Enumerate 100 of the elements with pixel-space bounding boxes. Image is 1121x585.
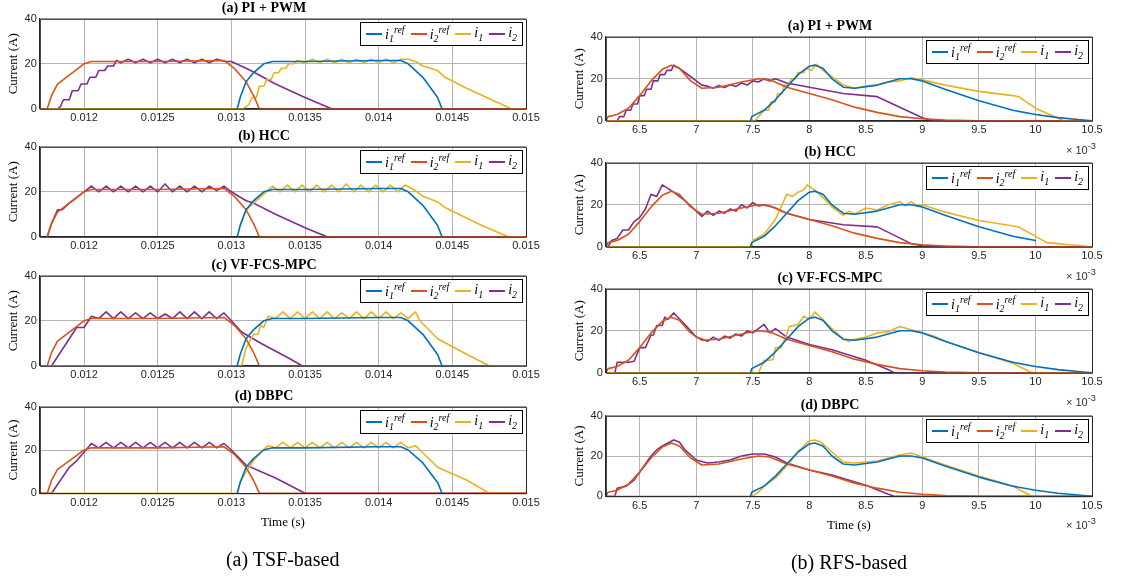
y-tick-label: 40	[24, 399, 37, 412]
x-tick-label: 0.012	[70, 111, 98, 124]
legend-label: i$_{2}$	[1074, 169, 1084, 187]
x-tick-label: 8	[806, 375, 813, 388]
legend-label: i$_{2}$	[508, 282, 518, 300]
chart-title: (c) VF-FCS-MPC	[211, 257, 317, 274]
text: × 10$^{-3}$	[1066, 140, 1096, 156]
x-tick-label: 9.5	[971, 375, 987, 388]
y-axis-title: Current (A)	[5, 33, 21, 95]
y-tick-label: 20	[590, 197, 603, 210]
x-tick-label: 10.5	[1081, 375, 1103, 388]
x-tick-label: 8	[806, 123, 813, 136]
y-tick-label: 40	[24, 11, 37, 24]
x-tick-label: 0.0125	[140, 495, 175, 508]
x-tick-label: 0.014	[364, 239, 393, 252]
x-tick-label: 7	[693, 498, 700, 511]
x-tick-label: 9.5	[971, 123, 987, 136]
x-tick-label: 0.014	[364, 368, 393, 381]
text: × 10$^{-3}$	[1066, 516, 1096, 531]
x-tick-label: 0.0125	[140, 368, 175, 381]
y-tick-label: 20	[590, 323, 603, 336]
x-tick-label: 0.012	[70, 368, 98, 381]
x-tick-label: 0.0145	[435, 111, 470, 124]
x-tick-label: 7.5	[745, 375, 761, 388]
x-tick-label: 9	[919, 249, 926, 262]
legend-label: i$_{2}$	[1074, 43, 1084, 61]
x-tick-label: 0.014	[364, 495, 393, 508]
x-tick-label: 7.5	[745, 249, 761, 262]
y-tick-label: 0	[30, 229, 37, 242]
y-axis-title: Current (A)	[571, 425, 587, 487]
x-tick-label: 10	[1029, 249, 1042, 262]
x-tick-label: 0.0135	[288, 111, 322, 124]
x-tick-label: 8.5	[858, 249, 874, 262]
y-tick-label: 0	[596, 239, 603, 252]
legend-label: i$_{1}$	[474, 25, 484, 43]
x-tick-label: 10	[1029, 498, 1042, 511]
x-tick-label: 7.5	[745, 498, 761, 511]
chart-title: (a) PI + PWM	[787, 18, 873, 35]
x-tick-label: 0.0145	[435, 239, 470, 252]
x-tick-label: 10	[1029, 123, 1042, 136]
x-tick-label: 8.5	[858, 375, 874, 388]
legend-label: i$_{1}$	[1040, 43, 1050, 61]
x-tick-label: 7	[693, 123, 700, 136]
y-tick-label: 0	[30, 101, 37, 114]
x-tick-label: 9.5	[971, 498, 987, 511]
chart-title: (d) DBPC	[800, 397, 860, 414]
y-tick-label: 20	[24, 56, 37, 69]
x-tick-label: 8	[806, 498, 813, 511]
y-tick-label: 40	[590, 29, 603, 42]
y-tick-label: 20	[24, 184, 37, 197]
x-tick-label: 0.0135	[288, 368, 322, 381]
x-axis-title: Time (s)	[260, 513, 305, 529]
x-tick-label: 8	[806, 249, 813, 262]
y-tick-label: 0	[30, 486, 37, 499]
y-tick-label: 40	[590, 281, 603, 294]
y-tick-label: 20	[590, 71, 603, 84]
legend-label: i$_{1}$	[474, 153, 484, 171]
legend-label: i$_{1}$	[474, 282, 484, 300]
x-tick-label: 10	[1029, 375, 1042, 388]
y-tick-label: 0	[596, 113, 603, 126]
legend-label: i$_{2}$	[1074, 422, 1084, 440]
x-tick-label: 10.5	[1081, 498, 1103, 511]
x-tick-label: 6.5	[632, 375, 648, 388]
legend-label: i$_{1}$	[1040, 422, 1050, 440]
x-tick-label: 9	[919, 498, 926, 511]
x-tick-label: 6.5	[632, 249, 648, 262]
y-axis-title: Current (A)	[5, 290, 21, 352]
x-tick-label: 0.0145	[435, 368, 470, 381]
x-tick-label: 0.0135	[288, 495, 322, 508]
y-axis-title: Current (A)	[5, 419, 21, 481]
x-tick-label: 0.015	[512, 111, 540, 124]
legend-label: i$_{2}$	[508, 153, 518, 171]
x-tick-label: 0.012	[70, 495, 98, 508]
x-tick-label: 0.013	[217, 111, 246, 124]
legend-label: i$_{2}$	[1074, 295, 1084, 313]
text: (b) RFS-based	[790, 551, 908, 574]
chart-title: (c) VF-FCS-MPC	[777, 270, 883, 287]
y-axis-title: Current (A)	[571, 300, 587, 362]
y-tick-label: 0	[30, 358, 37, 371]
y-tick-label: 20	[590, 449, 603, 462]
x-tick-label: 10.5	[1081, 123, 1103, 136]
y-tick-label: 40	[24, 139, 37, 152]
x-tick-label: 6.5	[632, 498, 648, 511]
legend-label: i$_{1}$	[474, 413, 484, 431]
text: × 10$^{-3}$	[1066, 266, 1096, 282]
text: (a) TSF-based	[225, 548, 340, 571]
y-tick-label: 0	[596, 489, 603, 502]
y-axis-title: Current (A)	[571, 174, 587, 236]
x-tick-label: 8.5	[858, 498, 874, 511]
y-axis-title: Current (A)	[571, 48, 587, 110]
x-tick-label: 9	[919, 375, 926, 388]
x-tick-label: 0.013	[217, 495, 246, 508]
y-tick-label: 20	[24, 443, 37, 456]
x-tick-label: 0.015	[512, 239, 540, 252]
text: × 10$^{-3}$	[1066, 392, 1096, 408]
x-tick-label: 9	[919, 123, 926, 136]
y-tick-label: 40	[24, 268, 37, 281]
y-tick-label: 0	[596, 365, 603, 378]
x-tick-label: 0.0145	[435, 495, 470, 508]
y-tick-label: 40	[590, 408, 603, 421]
